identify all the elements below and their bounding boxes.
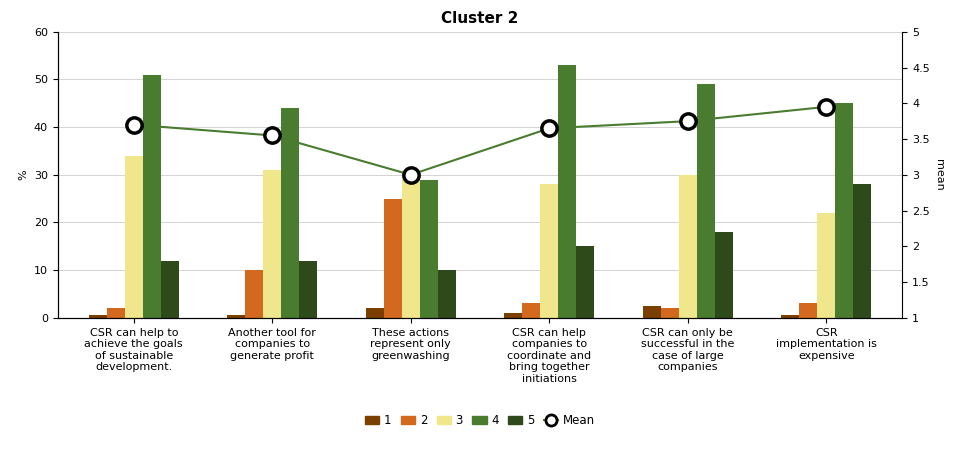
Bar [559,65,576,318]
Bar [228,316,245,318]
Bar [800,304,817,318]
Bar [143,74,160,318]
Bar [853,184,872,318]
Bar [660,308,679,318]
Bar [160,261,179,318]
Bar [835,103,853,318]
Bar [781,316,800,318]
Bar [366,308,384,318]
Bar [245,270,263,318]
Bar [263,170,281,318]
Bar [504,313,522,318]
Y-axis label: %: % [18,169,28,180]
Bar [281,108,300,318]
Bar [540,184,559,318]
Y-axis label: mean: mean [934,159,944,191]
Bar [643,306,660,318]
Bar [420,179,438,318]
Bar [125,156,143,318]
Bar [715,232,732,318]
Bar [522,304,540,318]
Legend: 1, 2, 3, 4, 5, Mean: 1, 2, 3, 4, 5, Mean [360,410,600,432]
Bar [438,270,456,318]
Bar [401,175,420,318]
Title: Cluster 2: Cluster 2 [442,11,518,26]
Bar [384,199,401,318]
Bar [817,213,835,318]
Bar [576,246,594,318]
Bar [107,308,125,318]
Bar [697,84,715,318]
Bar [300,261,317,318]
Bar [88,316,107,318]
Bar [679,175,697,318]
